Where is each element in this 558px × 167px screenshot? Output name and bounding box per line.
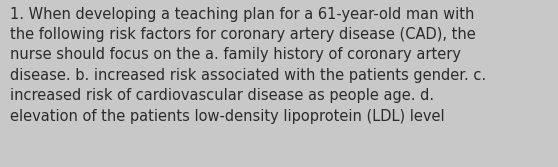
Text: 1. When developing a teaching plan for a 61-year-old man with
the following risk: 1. When developing a teaching plan for a… — [10, 7, 486, 124]
